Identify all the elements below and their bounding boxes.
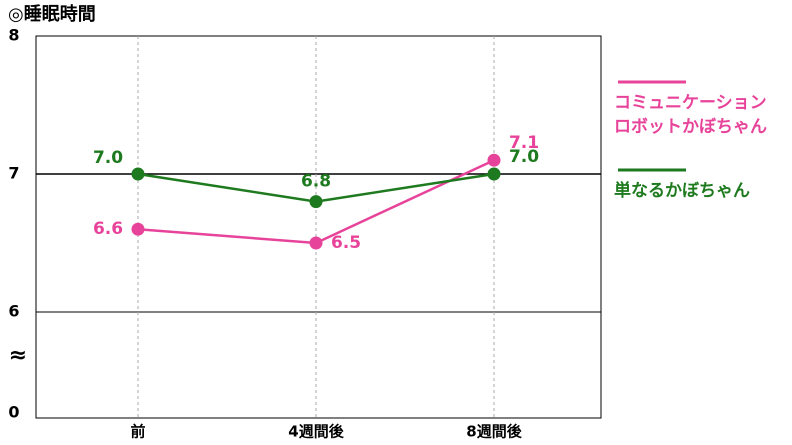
y-tick-label: 8: [8, 26, 19, 45]
chart-title: ◎睡眠時間: [8, 4, 96, 25]
plot-frame: [35, 35, 602, 419]
axis-break: ≈: [9, 343, 27, 368]
data-point: [487, 153, 501, 167]
y-tick-label: 6: [8, 302, 19, 321]
data-point: [309, 195, 323, 209]
data-label: 7.0: [93, 148, 123, 168]
data-label: 6.5: [331, 233, 361, 253]
data-point: [131, 167, 145, 181]
y-tick-label: 7: [8, 164, 19, 183]
x-tick-label: 前: [130, 423, 145, 441]
data-point: [131, 222, 145, 236]
data-label: 6.8: [301, 172, 331, 192]
data-point: [487, 167, 501, 181]
legend-label: コミュニケーションロボットかぼちゃん: [614, 93, 767, 137]
data-label: 7.1: [509, 133, 539, 153]
data-label: 7.0: [509, 147, 539, 167]
data-label: 6.6: [93, 219, 123, 239]
y-tick-label: 0: [8, 403, 19, 422]
x-tick-label: 8週間後: [466, 423, 522, 441]
legend-label: 単なるかぼちゃん: [614, 181, 750, 201]
x-tick-label: 4週間後: [288, 423, 344, 441]
data-point: [309, 236, 323, 250]
